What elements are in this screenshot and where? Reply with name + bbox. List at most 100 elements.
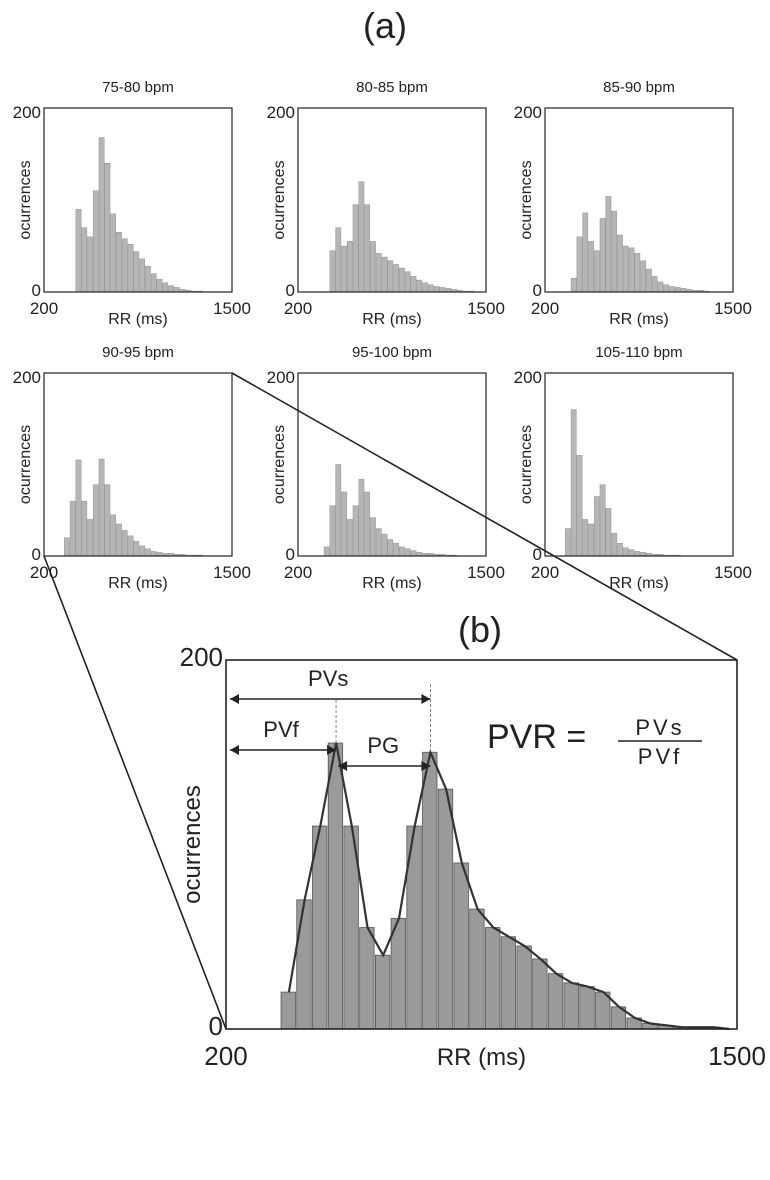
x-tick-label: 200 xyxy=(531,299,559,318)
bar xyxy=(127,535,134,557)
plot-frame xyxy=(43,107,233,293)
bar xyxy=(611,210,618,293)
bar xyxy=(599,484,606,557)
y-axis-label: ocurrences xyxy=(17,160,34,239)
bar xyxy=(599,218,606,293)
y-tick-label: 200 xyxy=(267,103,295,122)
chart-title: 105-110 bpm xyxy=(595,344,682,361)
bar xyxy=(341,245,347,293)
pg-label: PG xyxy=(367,733,399,758)
bar xyxy=(358,478,365,557)
plot-frame xyxy=(544,107,734,293)
plot-frame xyxy=(225,659,738,1030)
bar xyxy=(611,532,618,557)
bar xyxy=(485,927,501,1030)
bar xyxy=(500,936,517,1030)
bar xyxy=(588,523,594,557)
bar xyxy=(150,273,157,293)
x-tick-label: 1500 xyxy=(213,299,251,318)
chart-title: 80-85 bpm xyxy=(356,79,428,96)
bar xyxy=(393,542,399,557)
y-axis-label: ocurrences xyxy=(179,785,206,904)
bar xyxy=(75,459,82,557)
bar xyxy=(576,455,583,557)
bar xyxy=(570,409,577,557)
pg-arrow-head xyxy=(421,761,431,771)
bar xyxy=(69,500,76,557)
bar xyxy=(422,751,438,1030)
bar xyxy=(173,287,180,293)
bar xyxy=(410,550,417,557)
bar xyxy=(651,276,658,293)
x-tick-label: 1500 xyxy=(467,563,505,582)
bar xyxy=(81,500,88,557)
bar xyxy=(404,271,411,293)
x-tick-label: 200 xyxy=(30,563,58,582)
x-tick-label: 1500 xyxy=(714,563,752,582)
panel-b-label: (b) xyxy=(458,609,502,650)
bar xyxy=(156,278,163,293)
bar xyxy=(145,548,151,557)
bar xyxy=(145,266,151,293)
bar xyxy=(139,545,145,557)
bar xyxy=(92,484,99,557)
bar xyxy=(469,908,485,1030)
bar xyxy=(617,542,623,557)
bar xyxy=(323,546,330,557)
y-tick-label: 200 xyxy=(13,368,41,387)
bar xyxy=(87,519,93,557)
bar xyxy=(346,241,353,293)
bar xyxy=(628,247,635,293)
bar xyxy=(628,549,635,557)
y-tick-label: 200 xyxy=(514,368,542,387)
y-tick-label: 200 xyxy=(267,368,295,387)
bar xyxy=(437,788,454,1030)
pvs-arrow-head xyxy=(230,694,239,704)
bar xyxy=(346,519,353,557)
y-tick-label: 0 xyxy=(286,545,295,564)
bar xyxy=(433,286,440,293)
bar xyxy=(364,204,371,293)
x-tick-label: 200 xyxy=(531,563,559,582)
bar xyxy=(640,260,646,293)
bar xyxy=(121,530,128,557)
bar xyxy=(75,208,82,293)
y-tick-label: 0 xyxy=(533,281,542,300)
y-axis-label: ocurrences xyxy=(17,425,34,504)
y-tick-label: 200 xyxy=(180,642,223,672)
bar xyxy=(81,227,88,293)
bar xyxy=(646,268,652,293)
zoom-guide-lines xyxy=(43,372,738,1030)
bar xyxy=(570,278,577,293)
bar xyxy=(399,546,405,557)
bar xyxy=(341,491,347,557)
pvf-arrow-head xyxy=(230,745,239,755)
y-axis-label: ocurrences xyxy=(271,160,288,239)
bar xyxy=(563,982,579,1030)
bar xyxy=(162,282,169,293)
y-tick-label: 0 xyxy=(32,281,41,300)
x-axis-label: RR (ms) xyxy=(609,575,669,592)
chart-title: 75-80 bpm xyxy=(102,79,174,96)
formula-denominator: PVf xyxy=(638,744,682,769)
x-axis-label: RR (ms) xyxy=(108,311,168,328)
bar xyxy=(110,213,117,293)
bar xyxy=(516,945,532,1030)
x-axis-label: RR (ms) xyxy=(609,311,669,328)
bar xyxy=(375,253,382,293)
bar xyxy=(327,742,344,1030)
bar xyxy=(92,190,99,293)
bar xyxy=(593,250,600,293)
bar xyxy=(427,284,434,293)
panel-a-label: (a) xyxy=(363,5,407,46)
zoom-line-bottom xyxy=(43,555,227,1030)
bar xyxy=(634,253,641,293)
bar xyxy=(370,517,376,557)
formula-numerator: PVs xyxy=(635,715,684,740)
bar xyxy=(116,523,122,557)
bar xyxy=(622,245,629,293)
